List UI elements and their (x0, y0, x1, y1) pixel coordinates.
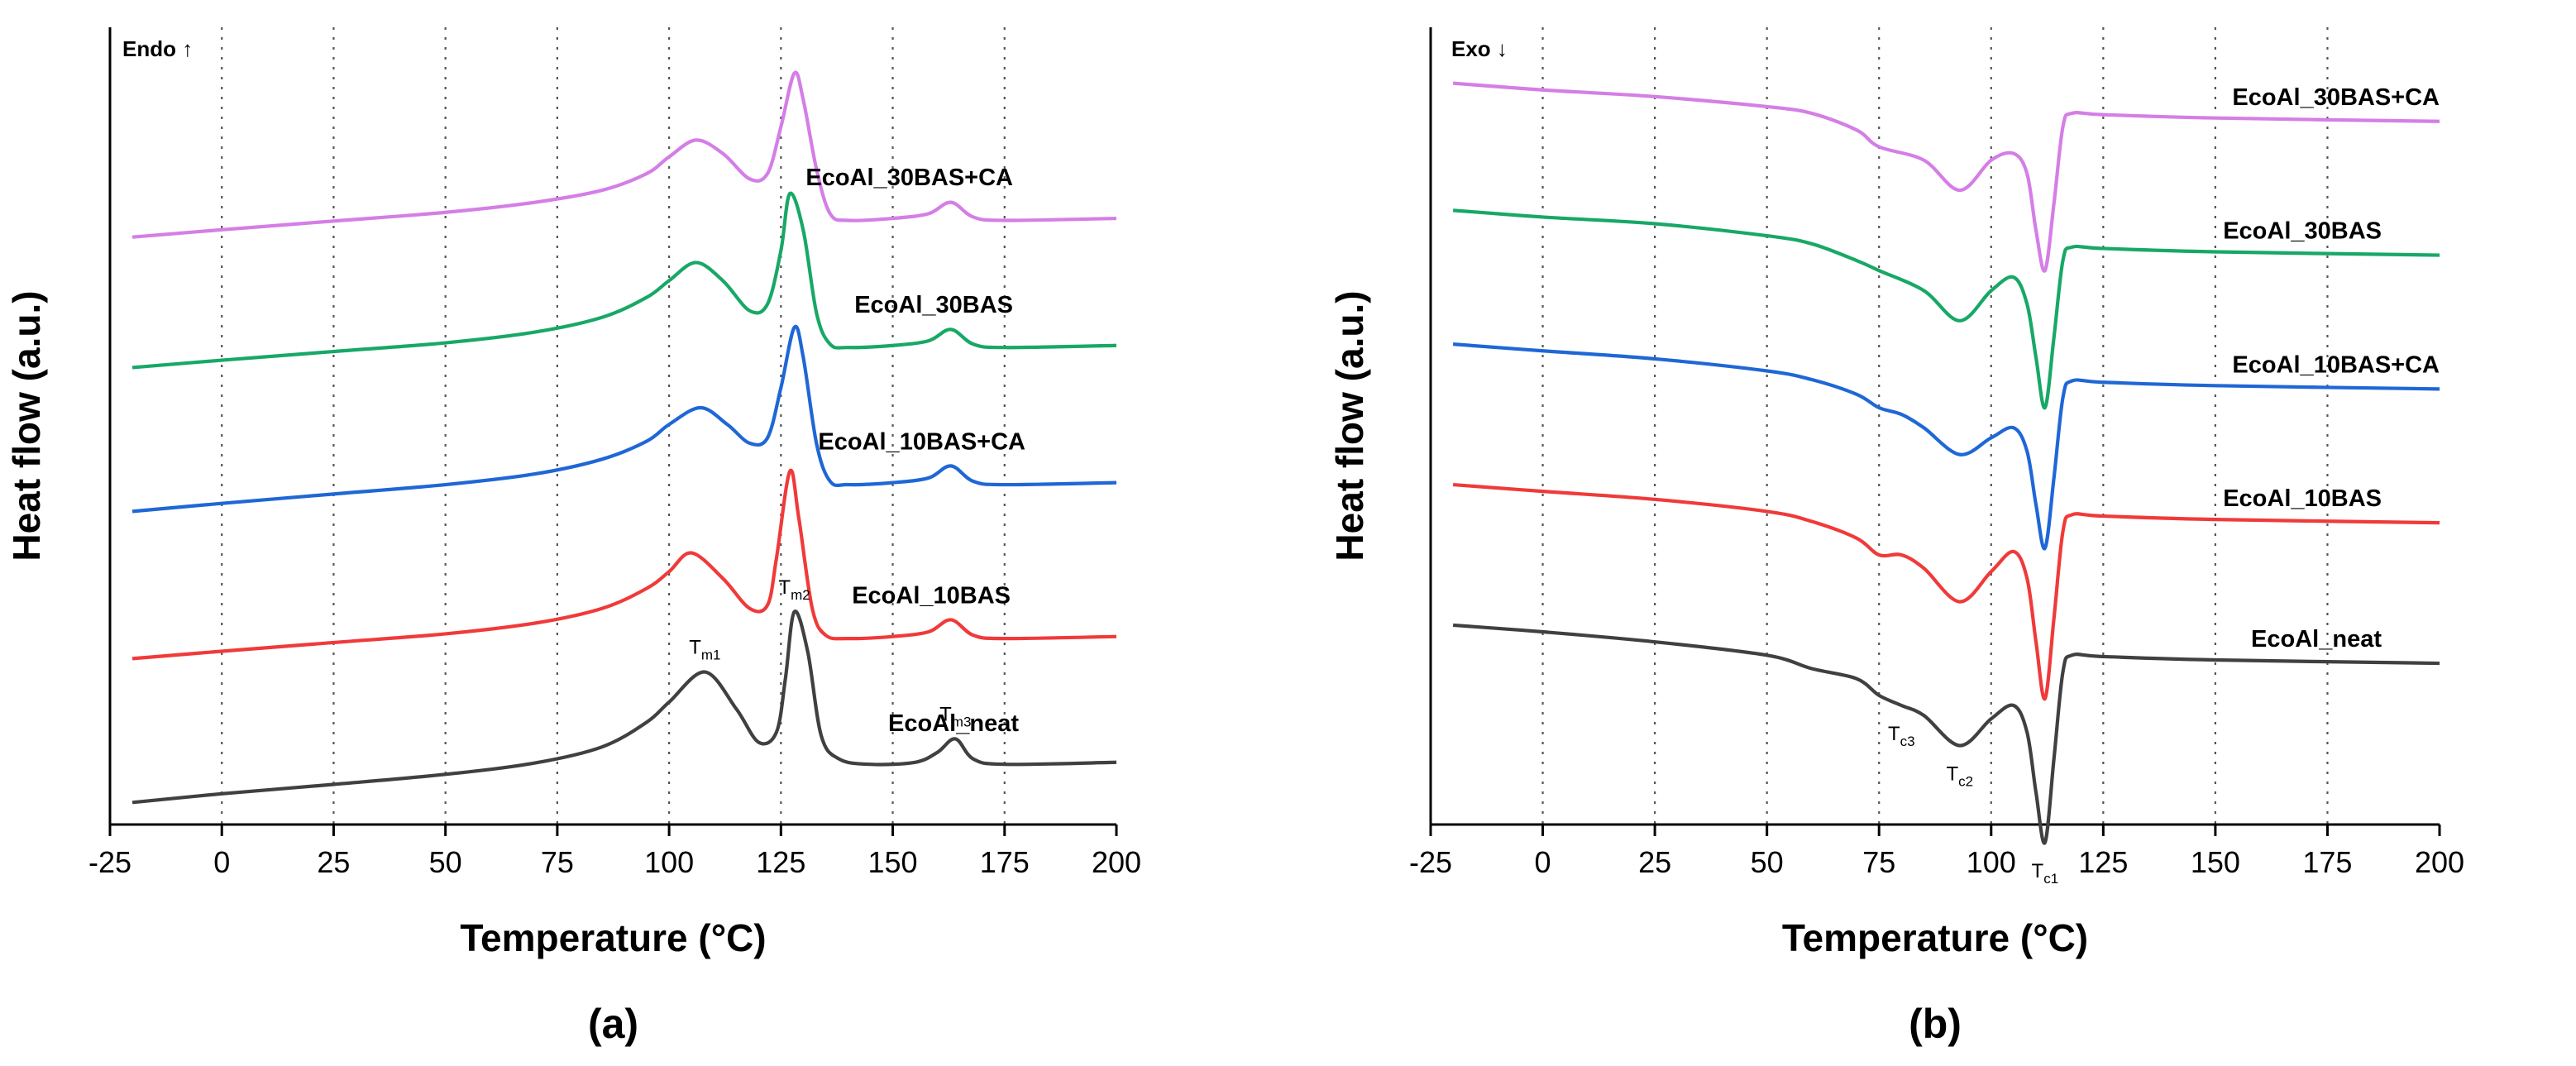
x-tick-label: -25 (1409, 845, 1452, 879)
x-tick-label: 125 (2078, 845, 2128, 879)
series-line-ecoal-neat (1452, 623, 2440, 845)
x-axis-title: Temperature (°C) (460, 916, 766, 959)
heat-direction-label: Endo ↑ (122, 36, 193, 61)
series-line-ecoal-10bas (131, 468, 1117, 661)
series-line-ecoal-10bas-ca (1452, 342, 2440, 551)
peak-annotation: Tm2 (778, 576, 810, 603)
y-axis-title: Heat flow (a.u.) (1328, 290, 1371, 561)
x-tick-label: 0 (1535, 845, 1551, 879)
peak-annotation: Tm1 (689, 637, 720, 663)
x-tick-label: 75 (1862, 845, 1895, 879)
series-label: EcoAl_neat (888, 710, 1019, 737)
x-tick-label: 150 (868, 845, 918, 879)
x-tick-label: 75 (541, 845, 574, 879)
panel-b-cooling-dsc: -25 0 25 50 75 100 125 150 175 200 Temperature (°C… (1328, 27, 2464, 1047)
series-line-ecoal-30bas (1452, 208, 2440, 410)
y-axis-title: Heat flow (a.u.) (5, 290, 48, 561)
panel-label: (a) (588, 1001, 638, 1047)
series-line-ecoal-10bas (1452, 482, 2440, 701)
x-tick-label: 200 (2415, 845, 2464, 879)
x-tick-label: 175 (2302, 845, 2352, 879)
panel-a-heating-dsc: -25 0 25 50 75 100 125 150 175 200 Temperature (°C… (5, 27, 1141, 1047)
series-label: EcoAl_30BAS (2223, 218, 2382, 245)
x-tick-label: 200 (1092, 845, 1141, 879)
x-axis-title: Temperature (°C) (1782, 916, 2088, 959)
x-tick-label: 50 (1751, 845, 1784, 879)
x-tick-label: -25 (88, 845, 131, 879)
peak-annotation: Tc2 (1947, 763, 1974, 790)
peak-annotation: Tm3 (939, 703, 971, 729)
series-label: EcoAl_10BAS+CA (818, 429, 1025, 456)
x-tick-label: 125 (756, 845, 805, 879)
series-line-ecoal-30bas-ca (131, 70, 1117, 239)
series-label: EcoAl_30BAS (854, 292, 1013, 318)
series-label: EcoAl_neat (2251, 626, 2382, 653)
heat-direction-label: Exo ↓ (1451, 36, 1508, 61)
peak-annotation: Tc1 (2032, 860, 2059, 887)
series-line-ecoal-neat (131, 609, 1117, 805)
series-label: EcoAl_30BAS+CA (805, 165, 1013, 191)
x-tick-label: 150 (2191, 845, 2240, 879)
series-label: EcoAl_10BAS+CA (2232, 351, 2440, 378)
x-tick-label: 100 (1967, 845, 2016, 879)
series-line-ecoal-30bas-ca (1452, 81, 2440, 273)
series-line-ecoal-10bas-ca (131, 324, 1117, 514)
x-tick-label: 50 (429, 845, 462, 879)
series-label: EcoAl_10BAS (852, 583, 1011, 609)
x-tick-label: 175 (980, 845, 1030, 879)
panel-label: (b) (1909, 1001, 1962, 1047)
series-label: EcoAl_30BAS+CA (2232, 84, 2440, 111)
x-tick-label: 100 (644, 845, 694, 879)
series-label: EcoAl_10BAS (2223, 485, 2382, 512)
x-tick-label: 25 (1638, 845, 1671, 879)
peak-annotation: Tc3 (1888, 723, 1915, 749)
x-tick-label: 0 (213, 845, 230, 879)
x-tick-label: 25 (317, 845, 350, 879)
series-line-ecoal-30bas (131, 191, 1117, 370)
